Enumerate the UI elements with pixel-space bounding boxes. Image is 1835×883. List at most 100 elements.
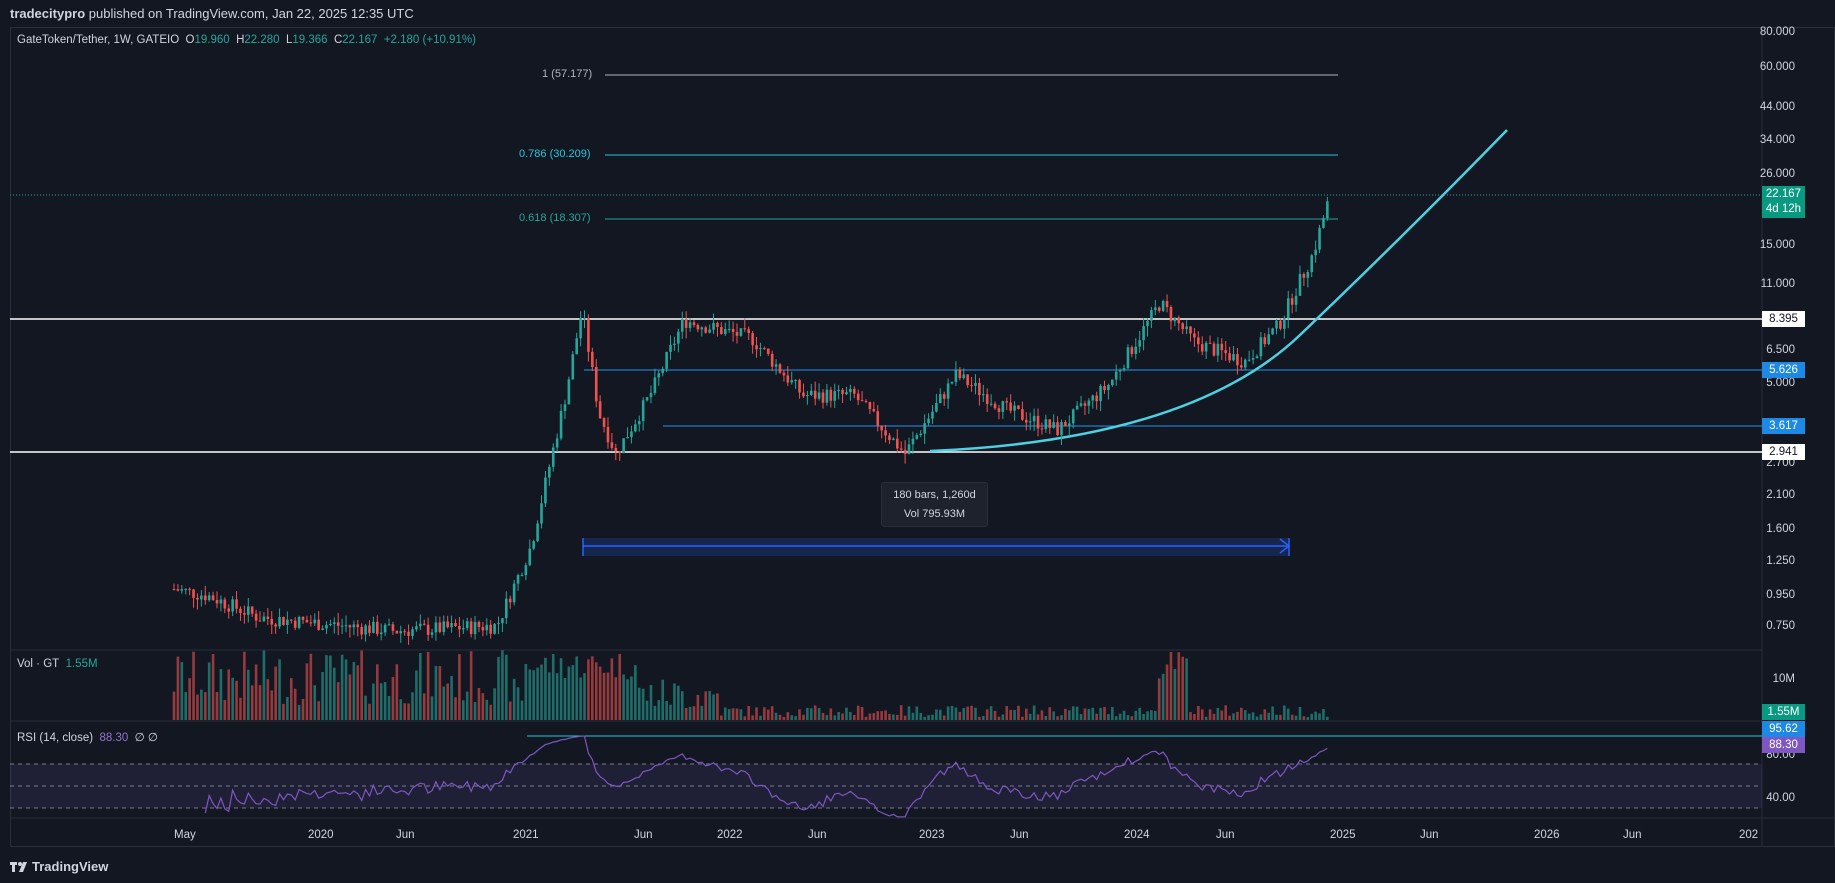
candle-body[interactable]	[379, 632, 383, 634]
candle-body[interactable]	[1165, 300, 1169, 308]
candle-body[interactable]	[1032, 415, 1036, 422]
candle-body[interactable]	[821, 392, 825, 403]
candle-body[interactable]	[1200, 344, 1204, 352]
candle-body[interactable]	[305, 619, 309, 623]
candle-body[interactable]	[274, 624, 277, 627]
candle-body[interactable]	[1189, 326, 1192, 334]
candle-body[interactable]	[673, 343, 676, 345]
candle-body[interactable]	[755, 345, 758, 350]
candle-body[interactable]	[751, 333, 754, 346]
candle-body[interactable]	[903, 449, 907, 454]
candle-body[interactable]	[684, 319, 688, 328]
candle-body[interactable]	[598, 401, 602, 419]
candle-body[interactable]	[551, 447, 555, 467]
candle-body[interactable]	[1138, 340, 1141, 347]
candle-body[interactable]	[954, 369, 958, 383]
candle-body[interactable]	[473, 622, 477, 634]
candle-body[interactable]	[614, 447, 618, 452]
candle-body[interactable]	[907, 444, 911, 454]
volume-bars-group[interactable]	[172, 650, 1329, 720]
candle-body[interactable]	[739, 328, 743, 336]
candle-body[interactable]	[845, 392, 848, 395]
candle-body[interactable]	[641, 400, 645, 422]
fib-label-0786[interactable]: 0.786 (30.209)	[519, 148, 591, 160]
candle-body[interactable]	[188, 588, 191, 590]
candle-body[interactable]	[289, 619, 293, 621]
candle-body[interactable]	[1255, 356, 1259, 359]
candle-body[interactable]	[1208, 342, 1212, 344]
candle-body[interactable]	[442, 621, 446, 632]
candle-body[interactable]	[1326, 201, 1329, 219]
candle-body[interactable]	[829, 389, 833, 401]
candle-body[interactable]	[935, 403, 938, 412]
candle-body[interactable]	[540, 503, 543, 524]
candle-body[interactable]	[626, 437, 629, 439]
candle-body[interactable]	[1099, 385, 1102, 402]
candle-body[interactable]	[637, 421, 641, 425]
candle-body[interactable]	[634, 424, 637, 432]
candle-body[interactable]	[571, 354, 575, 380]
candle-body[interactable]	[1017, 405, 1020, 410]
candle-body[interactable]	[434, 622, 438, 633]
candle-body[interactable]	[1107, 385, 1110, 391]
candle-body[interactable]	[501, 618, 504, 624]
tradingview-brand[interactable]: TradingView	[10, 859, 108, 874]
candle-body[interactable]	[931, 411, 934, 419]
candle-body[interactable]	[723, 329, 727, 335]
candle-body[interactable]	[1028, 421, 1032, 423]
candle-body[interactable]	[841, 389, 844, 395]
candle-body[interactable]	[747, 329, 751, 334]
rsi-line[interactable]	[204, 735, 1328, 818]
candle-body[interactable]	[372, 621, 375, 633]
candle-body[interactable]	[1181, 323, 1184, 330]
candle-body[interactable]	[915, 435, 919, 439]
candle-body[interactable]	[391, 624, 395, 631]
volume-label[interactable]: Vol · GT	[17, 658, 60, 670]
candle-body[interactable]	[1283, 318, 1286, 329]
candle-body[interactable]	[1173, 317, 1177, 322]
candle-body[interactable]	[1052, 422, 1055, 428]
candle-body[interactable]	[786, 375, 790, 383]
candle-body[interactable]	[317, 619, 320, 630]
candle-body[interactable]	[211, 595, 215, 601]
candle-body[interactable]	[340, 625, 344, 627]
candle-body[interactable]	[1118, 370, 1122, 372]
candle-body[interactable]	[622, 438, 625, 454]
candle-body[interactable]	[1068, 423, 1071, 427]
candle-body[interactable]	[708, 329, 711, 333]
candle-body[interactable]	[587, 318, 590, 352]
candle-body[interactable]	[184, 588, 188, 590]
candle-body[interactable]	[661, 368, 665, 374]
candle-body[interactable]	[422, 623, 426, 625]
candle-body[interactable]	[536, 523, 539, 542]
candle-body[interactable]	[1279, 320, 1282, 329]
candle-body[interactable]	[993, 403, 997, 409]
candle-body[interactable]	[1021, 409, 1024, 420]
candle-body[interactable]	[1079, 403, 1083, 406]
candle-body[interactable]	[254, 613, 258, 621]
candle-body[interactable]	[778, 364, 782, 373]
candle-body[interactable]	[852, 388, 856, 394]
fib-label-0618[interactable]: 0.618 (18.307)	[519, 212, 591, 224]
candle-body[interactable]	[1232, 354, 1235, 361]
candle-body[interactable]	[704, 327, 708, 333]
candle-body[interactable]	[770, 353, 774, 367]
rsi-label[interactable]: RSI (14, close)	[17, 732, 94, 744]
candle-body[interactable]	[763, 348, 766, 350]
candle-body[interactable]	[766, 348, 770, 354]
candle-body[interactable]	[176, 589, 180, 591]
candle-body[interactable]	[610, 442, 614, 448]
candle-body[interactable]	[508, 598, 512, 603]
level-tag-3617[interactable]: 3.617	[1762, 418, 1805, 434]
candle-body[interactable]	[978, 382, 981, 396]
candle-body[interactable]	[368, 625, 371, 633]
candle-body[interactable]	[1095, 395, 1098, 402]
candle-body[interactable]	[794, 379, 797, 381]
candle-body[interactable]	[899, 448, 903, 450]
level-tag-5626[interactable]: 5.626	[1762, 362, 1805, 378]
candle-body[interactable]	[364, 625, 367, 635]
candle-body[interactable]	[1146, 320, 1149, 327]
candle-body[interactable]	[1185, 326, 1188, 330]
candle-body[interactable]	[1212, 343, 1216, 356]
candle-body[interactable]	[458, 626, 461, 630]
